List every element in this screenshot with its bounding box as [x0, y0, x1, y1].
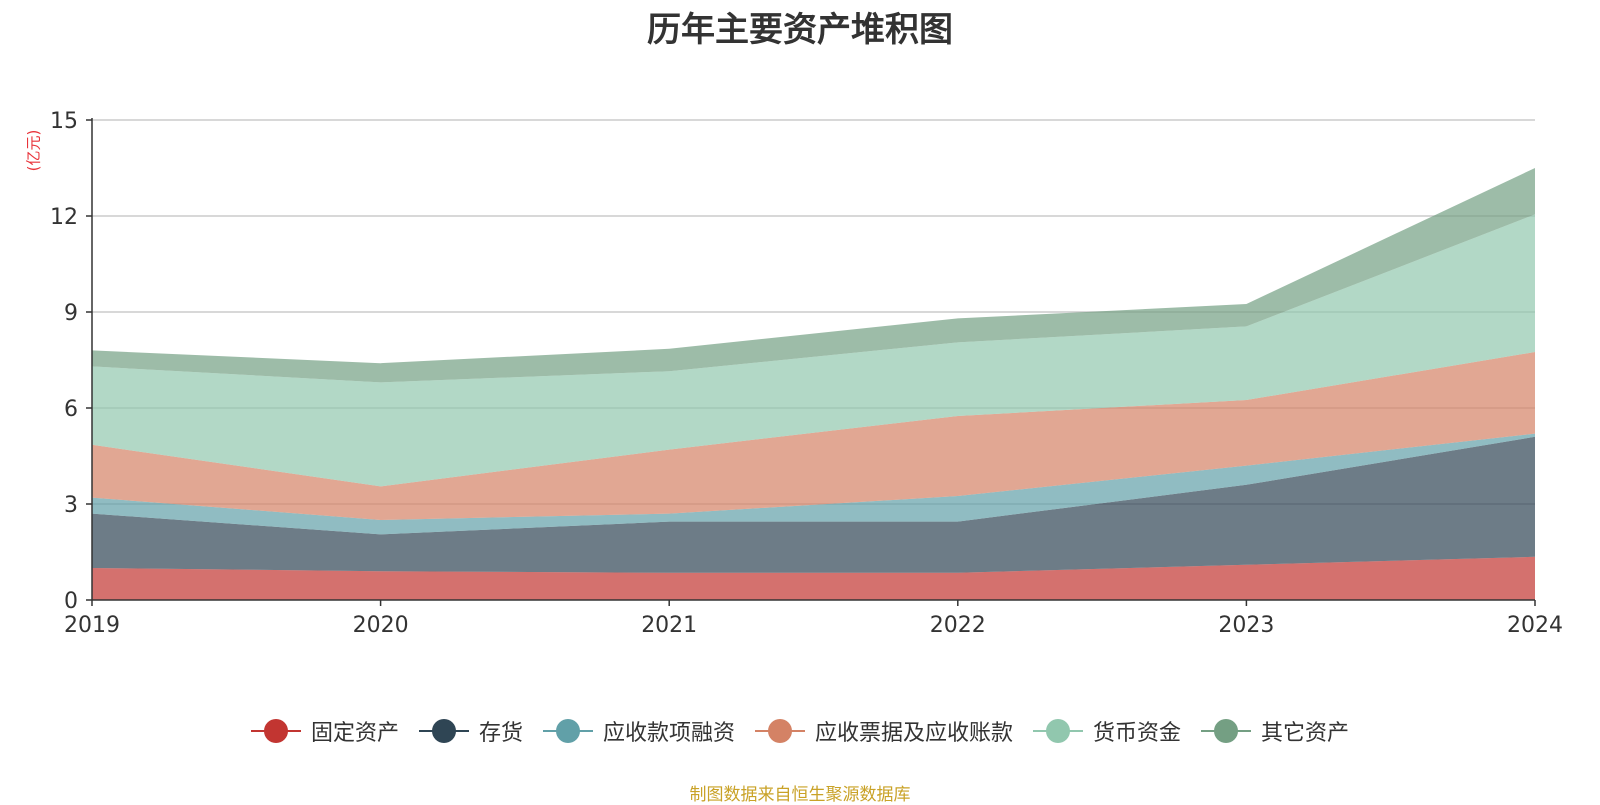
area-series-3	[92, 352, 1535, 520]
y-tick-label: 6	[64, 397, 78, 422]
legend-marker-icon	[250, 719, 301, 743]
x-tick-label: 2020	[353, 613, 409, 638]
y-tick-label: 12	[50, 205, 78, 230]
chart-title: 历年主要资产堆积图	[647, 10, 953, 50]
legend-item[interactable]: 货币资金	[1033, 715, 1181, 747]
legend-label: 应收票据及应收账款	[815, 721, 1014, 746]
x-tick-label: 2024	[1507, 613, 1563, 638]
area-series-5	[92, 168, 1535, 383]
legend-marker-icon	[1033, 719, 1084, 743]
legend-marker-icon	[1201, 719, 1252, 743]
y-tick-label: 3	[64, 493, 78, 518]
legend-label: 固定资产	[310, 721, 399, 746]
data-source-footer: 制图数据来自恒生聚源数据库	[689, 785, 911, 805]
area-series-0	[92, 556, 1535, 600]
legend-item[interactable]: 应收票据及应收账款	[755, 715, 1013, 747]
legend-label: 应收款项融资	[602, 721, 735, 746]
legend-item[interactable]: 应收款项融资	[542, 715, 735, 747]
x-tick-label: 2022	[930, 613, 986, 638]
legend-label: 其它资产	[1261, 721, 1350, 746]
legend-item[interactable]: 存货	[418, 715, 523, 747]
y-tick-label: 0	[64, 589, 78, 614]
x-tick-label: 2023	[1218, 613, 1274, 638]
area-series-2	[92, 433, 1535, 535]
y-tick-label: 15	[50, 109, 78, 134]
legend-marker-icon	[542, 719, 593, 743]
area-series-1	[92, 436, 1535, 573]
area-series-4	[92, 214, 1535, 487]
x-tick-label: 2019	[64, 613, 120, 638]
legend-marker-icon	[755, 719, 805, 743]
legend-label: 货币资金	[1093, 721, 1182, 746]
legend-marker-icon	[418, 719, 469, 743]
legend-item[interactable]: 固定资产	[250, 715, 399, 747]
y-tick-label: 9	[64, 301, 78, 326]
x-tick-label: 2021	[641, 613, 697, 638]
legend-label: 存货	[478, 721, 523, 746]
legend: 固定资产 存货 应收款项融资 应收票据及应收账款 货币资金 其它资产	[0, 715, 1600, 747]
legend-item[interactable]: 其它资产	[1201, 715, 1349, 747]
